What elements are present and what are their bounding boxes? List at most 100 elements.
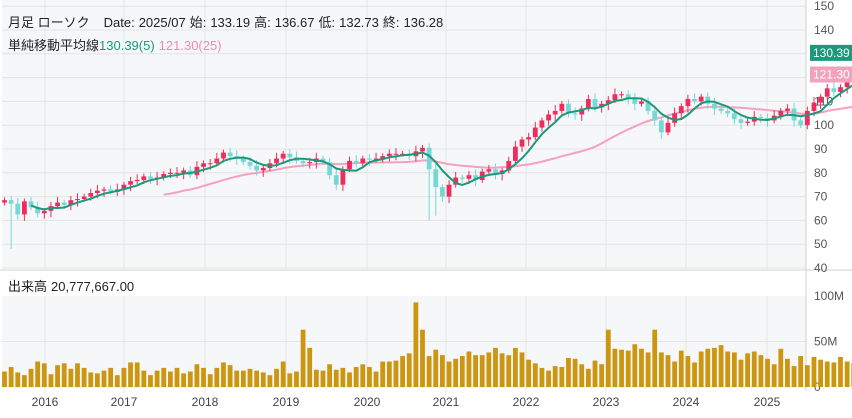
volume-bar [234, 370, 240, 387]
candle-body [778, 110, 784, 116]
price-tick-label: 90 [814, 142, 828, 156]
volume-bar [459, 356, 465, 387]
volume-bar [360, 364, 366, 387]
volume-bar [486, 352, 492, 387]
candle-body [705, 96, 711, 104]
volume-bar [61, 363, 67, 387]
volume-bar [48, 374, 54, 387]
volume-bar [824, 361, 830, 387]
volume-bar [546, 370, 551, 387]
candle-body [61, 202, 67, 205]
volume-bar [8, 366, 14, 387]
volume-bar [294, 371, 299, 387]
volume-bar [35, 361, 41, 387]
open-label: 始: [189, 15, 207, 30]
ma5-value-badge-background [810, 44, 852, 61]
volume-bar [639, 348, 644, 387]
chart-title: 月足 ローソク [8, 15, 90, 30]
candle-body [738, 119, 744, 123]
candle-body [201, 163, 206, 167]
candle-body [148, 176, 153, 179]
high-label: 高: [254, 15, 271, 30]
volume-bar [68, 368, 74, 387]
candle-body [512, 146, 518, 161]
candle-body [88, 193, 94, 197]
volume-bar [440, 355, 445, 387]
candle-body [426, 147, 432, 170]
chart-header-ohlc: 月足 ローソク Date: 2025/07 始: 133.19 高: 136.67 低: 132… [8, 12, 443, 31]
volume-bar [340, 367, 346, 387]
volume-bar [174, 367, 180, 387]
candle-body [579, 108, 585, 115]
volume-bar [121, 367, 127, 387]
volume-bar [818, 359, 824, 387]
candle-body [55, 202, 60, 207]
candle-body [804, 110, 810, 126]
candle-body [247, 162, 253, 166]
volume-bar [320, 370, 326, 387]
volume-bar [619, 349, 624, 387]
volume-bar [367, 366, 372, 387]
volume-bar [181, 373, 187, 387]
volume-bar [94, 373, 100, 387]
volume-bar [579, 364, 585, 387]
volume-bar [313, 369, 319, 387]
candle-body [572, 113, 578, 115]
volume-bar [526, 359, 532, 387]
volume-bar [327, 364, 333, 387]
candle-body [725, 110, 731, 114]
volume-bar [506, 355, 512, 387]
volume-bar [207, 374, 213, 387]
volume-bar [692, 362, 697, 387]
candle-body [280, 153, 286, 159]
candle-body [585, 99, 591, 109]
candle-body [420, 147, 425, 152]
candle-body [665, 122, 671, 133]
candle-body [605, 100, 611, 104]
volume-bar [141, 370, 147, 387]
volume-bar [599, 364, 605, 387]
volume-bar [731, 352, 737, 387]
candle-body [75, 198, 80, 201]
ma5-legend-value: 130.39(5) [99, 38, 155, 53]
candle-body [459, 177, 465, 179]
candle-body [818, 96, 824, 103]
volume-bar [831, 362, 837, 387]
candle-body [360, 158, 366, 164]
x-tick-label: 2023 [593, 395, 620, 409]
volume-bar [705, 348, 711, 387]
volume-bar [612, 348, 618, 387]
volume-bar [101, 370, 107, 387]
volume-bar [632, 344, 638, 387]
volume-bar [652, 329, 658, 387]
volume-bar [539, 367, 545, 387]
volume-bar [771, 364, 777, 387]
candle-body [101, 189, 107, 191]
price-tick-label: 80 [814, 166, 828, 180]
volume-bar [493, 347, 498, 387]
candle-body [333, 175, 339, 185]
candle-body [758, 116, 764, 119]
candle-body [161, 173, 167, 178]
volume-bar [473, 355, 478, 387]
volume-bar [201, 367, 206, 387]
volume-bar [572, 358, 578, 387]
volume-legend-title: 出来高 [8, 279, 48, 294]
candle-body [167, 172, 173, 174]
ma-legend-title: 単純移動平均線 [8, 38, 100, 53]
volume-bar [154, 370, 160, 387]
candle-body [473, 175, 478, 180]
candle-body [552, 110, 558, 115]
volume-bar [751, 351, 757, 387]
volume-bar [393, 360, 399, 387]
candle-body [546, 114, 551, 121]
volume-bar [247, 368, 253, 387]
candle-body [81, 196, 87, 199]
x-tick-label: 2017 [111, 395, 138, 409]
volume-bar [566, 357, 571, 387]
candle-body [798, 120, 804, 126]
volume-bar [625, 350, 631, 387]
candle-body [300, 160, 306, 164]
candle-body [652, 110, 658, 121]
